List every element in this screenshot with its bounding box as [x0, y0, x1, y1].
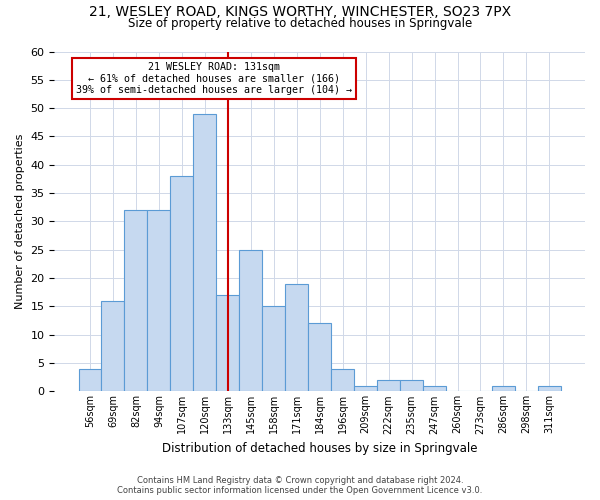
Text: 21, WESLEY ROAD, KINGS WORTHY, WINCHESTER, SO23 7PX: 21, WESLEY ROAD, KINGS WORTHY, WINCHESTE… [89, 5, 511, 19]
Text: 21 WESLEY ROAD: 131sqm
← 61% of detached houses are smaller (166)
39% of semi-de: 21 WESLEY ROAD: 131sqm ← 61% of detached… [76, 62, 352, 95]
Bar [308, 324, 331, 392]
Bar [423, 386, 446, 392]
Y-axis label: Number of detached properties: Number of detached properties [15, 134, 25, 309]
Bar [79, 368, 101, 392]
Text: Contains HM Land Registry data © Crown copyright and database right 2024.
Contai: Contains HM Land Registry data © Crown c… [118, 476, 482, 495]
Bar [148, 210, 170, 392]
Bar [262, 306, 285, 392]
Bar [124, 210, 148, 392]
Bar [331, 368, 354, 392]
Text: Size of property relative to detached houses in Springvale: Size of property relative to detached ho… [128, 18, 472, 30]
Bar [193, 114, 217, 392]
Bar [217, 295, 239, 392]
X-axis label: Distribution of detached houses by size in Springvale: Distribution of detached houses by size … [162, 442, 478, 455]
Bar [377, 380, 400, 392]
Bar [492, 386, 515, 392]
Bar [170, 176, 193, 392]
Bar [400, 380, 423, 392]
Bar [239, 250, 262, 392]
Bar [101, 301, 124, 392]
Bar [354, 386, 377, 392]
Bar [538, 386, 561, 392]
Bar [285, 284, 308, 392]
